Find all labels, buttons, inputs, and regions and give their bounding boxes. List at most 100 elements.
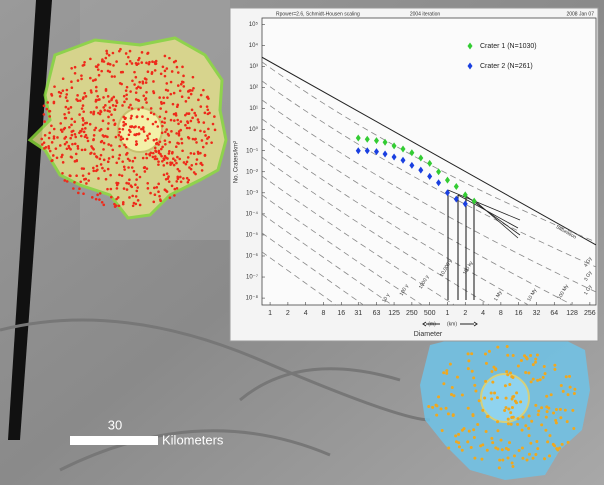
dot: [153, 139, 156, 142]
dot: [157, 163, 160, 166]
dot: [168, 150, 171, 153]
dot: [176, 119, 179, 122]
y-tick-label: 10⁻⁵: [246, 231, 259, 238]
dot: [180, 83, 183, 86]
dot: [191, 109, 194, 112]
dot: [181, 66, 184, 69]
dot: [48, 110, 51, 113]
x-axis-title: Diameter: [414, 331, 443, 338]
dot: [555, 408, 558, 411]
dot: [100, 141, 103, 144]
dot: [170, 81, 173, 84]
dot: [127, 56, 130, 59]
dot: [166, 172, 169, 175]
dot: [50, 93, 53, 96]
dot: [122, 203, 125, 206]
dot: [127, 158, 130, 161]
x-tick-label: 16: [337, 310, 345, 317]
dot: [535, 440, 538, 443]
dot: [520, 359, 523, 362]
dot: [157, 183, 160, 186]
dot: [177, 84, 180, 87]
dot: [168, 152, 171, 155]
dot: [537, 413, 540, 416]
dot: [137, 62, 140, 65]
dot: [120, 138, 123, 141]
dot: [96, 95, 99, 98]
dot: [542, 376, 545, 379]
dot: [177, 71, 180, 74]
dot: [70, 67, 73, 70]
dot: [129, 60, 132, 63]
dot: [123, 168, 126, 171]
dot: [558, 447, 561, 450]
dot: [445, 369, 448, 372]
dot: [142, 126, 145, 129]
dot: [159, 140, 162, 143]
dot: [491, 441, 494, 444]
dot: [137, 199, 140, 202]
dot: [532, 457, 535, 460]
dot: [117, 134, 120, 137]
dot: [161, 132, 164, 135]
dot: [509, 411, 512, 414]
dot: [99, 192, 102, 195]
dot: [56, 136, 59, 139]
dot: [145, 153, 148, 156]
dot: [504, 406, 507, 409]
dot: [144, 139, 147, 142]
dot: [109, 63, 112, 66]
dot: [173, 61, 176, 64]
dot: [536, 447, 539, 450]
dot: [134, 183, 137, 186]
dot: [516, 423, 519, 426]
dot: [140, 61, 143, 64]
dot: [143, 130, 146, 133]
dot: [112, 52, 115, 55]
dot: [70, 106, 73, 109]
dot: [431, 406, 434, 409]
dot: [534, 453, 537, 456]
x-tick-label: 8: [322, 310, 326, 317]
x-tick-label: 4: [304, 310, 308, 317]
dot: [204, 154, 207, 157]
dot: [118, 205, 121, 208]
dot: [77, 79, 80, 82]
dot: [181, 149, 184, 152]
dot: [63, 179, 66, 182]
dot: [182, 85, 185, 88]
dot: [187, 96, 190, 99]
dot: [484, 352, 487, 355]
dot: [145, 101, 148, 104]
dot: [168, 57, 171, 60]
dot: [134, 125, 137, 128]
dot: [160, 73, 163, 76]
dot: [85, 182, 88, 185]
annotation: 2008 Jan 07: [566, 11, 594, 17]
dot: [48, 132, 51, 135]
dot: [534, 404, 537, 407]
dot: [142, 157, 145, 160]
dot: [194, 129, 197, 132]
dot: [525, 356, 528, 359]
dot: [109, 106, 112, 109]
dot: [180, 120, 183, 123]
dot: [490, 437, 493, 440]
dot: [564, 409, 567, 412]
dot: [197, 99, 200, 102]
dot: [192, 87, 195, 90]
dot: [60, 156, 63, 159]
dot: [504, 384, 507, 387]
dot: [148, 133, 151, 136]
dot: [126, 138, 129, 141]
dot: [544, 372, 547, 375]
dot: [553, 444, 556, 447]
dot: [92, 170, 95, 173]
dot: [166, 190, 169, 193]
dot: [102, 106, 105, 109]
dot: [184, 124, 187, 127]
dot: [128, 196, 131, 199]
dot: [201, 139, 204, 142]
dot: [536, 354, 539, 357]
dot: [91, 196, 94, 199]
